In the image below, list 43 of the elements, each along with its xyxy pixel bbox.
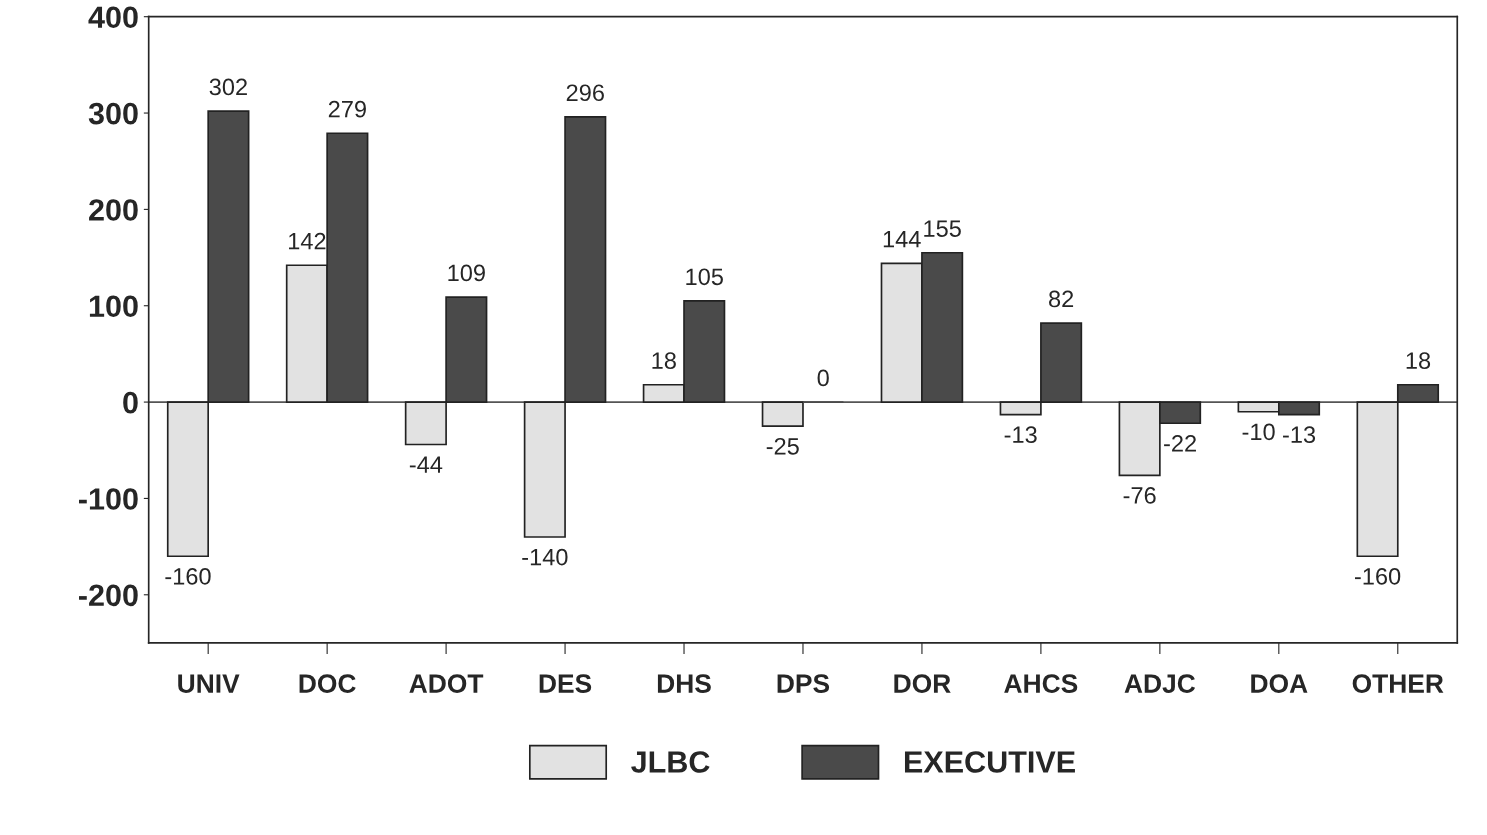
data-label: 279 — [328, 100, 366, 118]
data-label: 144 — [883, 231, 921, 248]
x-tick-label: OTHER — [1352, 674, 1444, 693]
x-tick-label: DPS — [777, 674, 830, 693]
x-tick-label: ADOT — [409, 674, 484, 693]
data-label: 296 — [566, 84, 604, 102]
y-tick-label: 300 — [88, 102, 138, 125]
y-tick-label: 0 — [123, 391, 138, 414]
data-label: -44 — [409, 456, 443, 473]
x-tick-label: DOA — [1251, 674, 1308, 693]
y-tick-label: 400 — [88, 6, 138, 29]
data-label: 18 — [1406, 352, 1431, 369]
y-tick-label: 200 — [89, 199, 138, 221]
data-label: -13 — [1283, 426, 1316, 444]
data-label: -160 — [1354, 567, 1401, 585]
y-tick-label: 100 — [89, 295, 138, 318]
data-label: -140 — [522, 548, 568, 566]
data-label: 0 — [817, 369, 829, 387]
data-label: -10 — [1242, 423, 1275, 441]
y-tick-label: -200 — [79, 584, 138, 607]
data-label: 105 — [686, 268, 723, 286]
data-label: 109 — [448, 264, 485, 282]
data-label: 18 — [652, 352, 676, 369]
data-label: -25 — [766, 437, 799, 455]
data-label: 142 — [289, 232, 326, 250]
data-label: 155 — [924, 220, 961, 237]
data-label: -13 — [1004, 426, 1037, 444]
legend-label: JLBC — [631, 751, 710, 773]
x-tick-label: DHS — [657, 674, 711, 693]
x-tick-label: UNIV — [178, 674, 240, 693]
y-tick-label: -100 — [79, 488, 138, 510]
data-label: -160 — [165, 567, 211, 585]
bar — [761, 401, 804, 428]
x-tick-label: DOR — [894, 674, 951, 693]
data-label: -76 — [1123, 487, 1156, 504]
x-tick-label: AHCS — [1004, 674, 1078, 693]
legend-label: EXECUTIVE — [904, 751, 1075, 773]
x-tick-label: ADJC — [1124, 674, 1196, 693]
x-tick-label: DOC — [299, 674, 356, 693]
x-tick-label: DES — [539, 674, 592, 693]
data-label: -22 — [1164, 435, 1196, 452]
data-label: 82 — [1049, 290, 1074, 308]
data-label: 302 — [209, 78, 247, 96]
